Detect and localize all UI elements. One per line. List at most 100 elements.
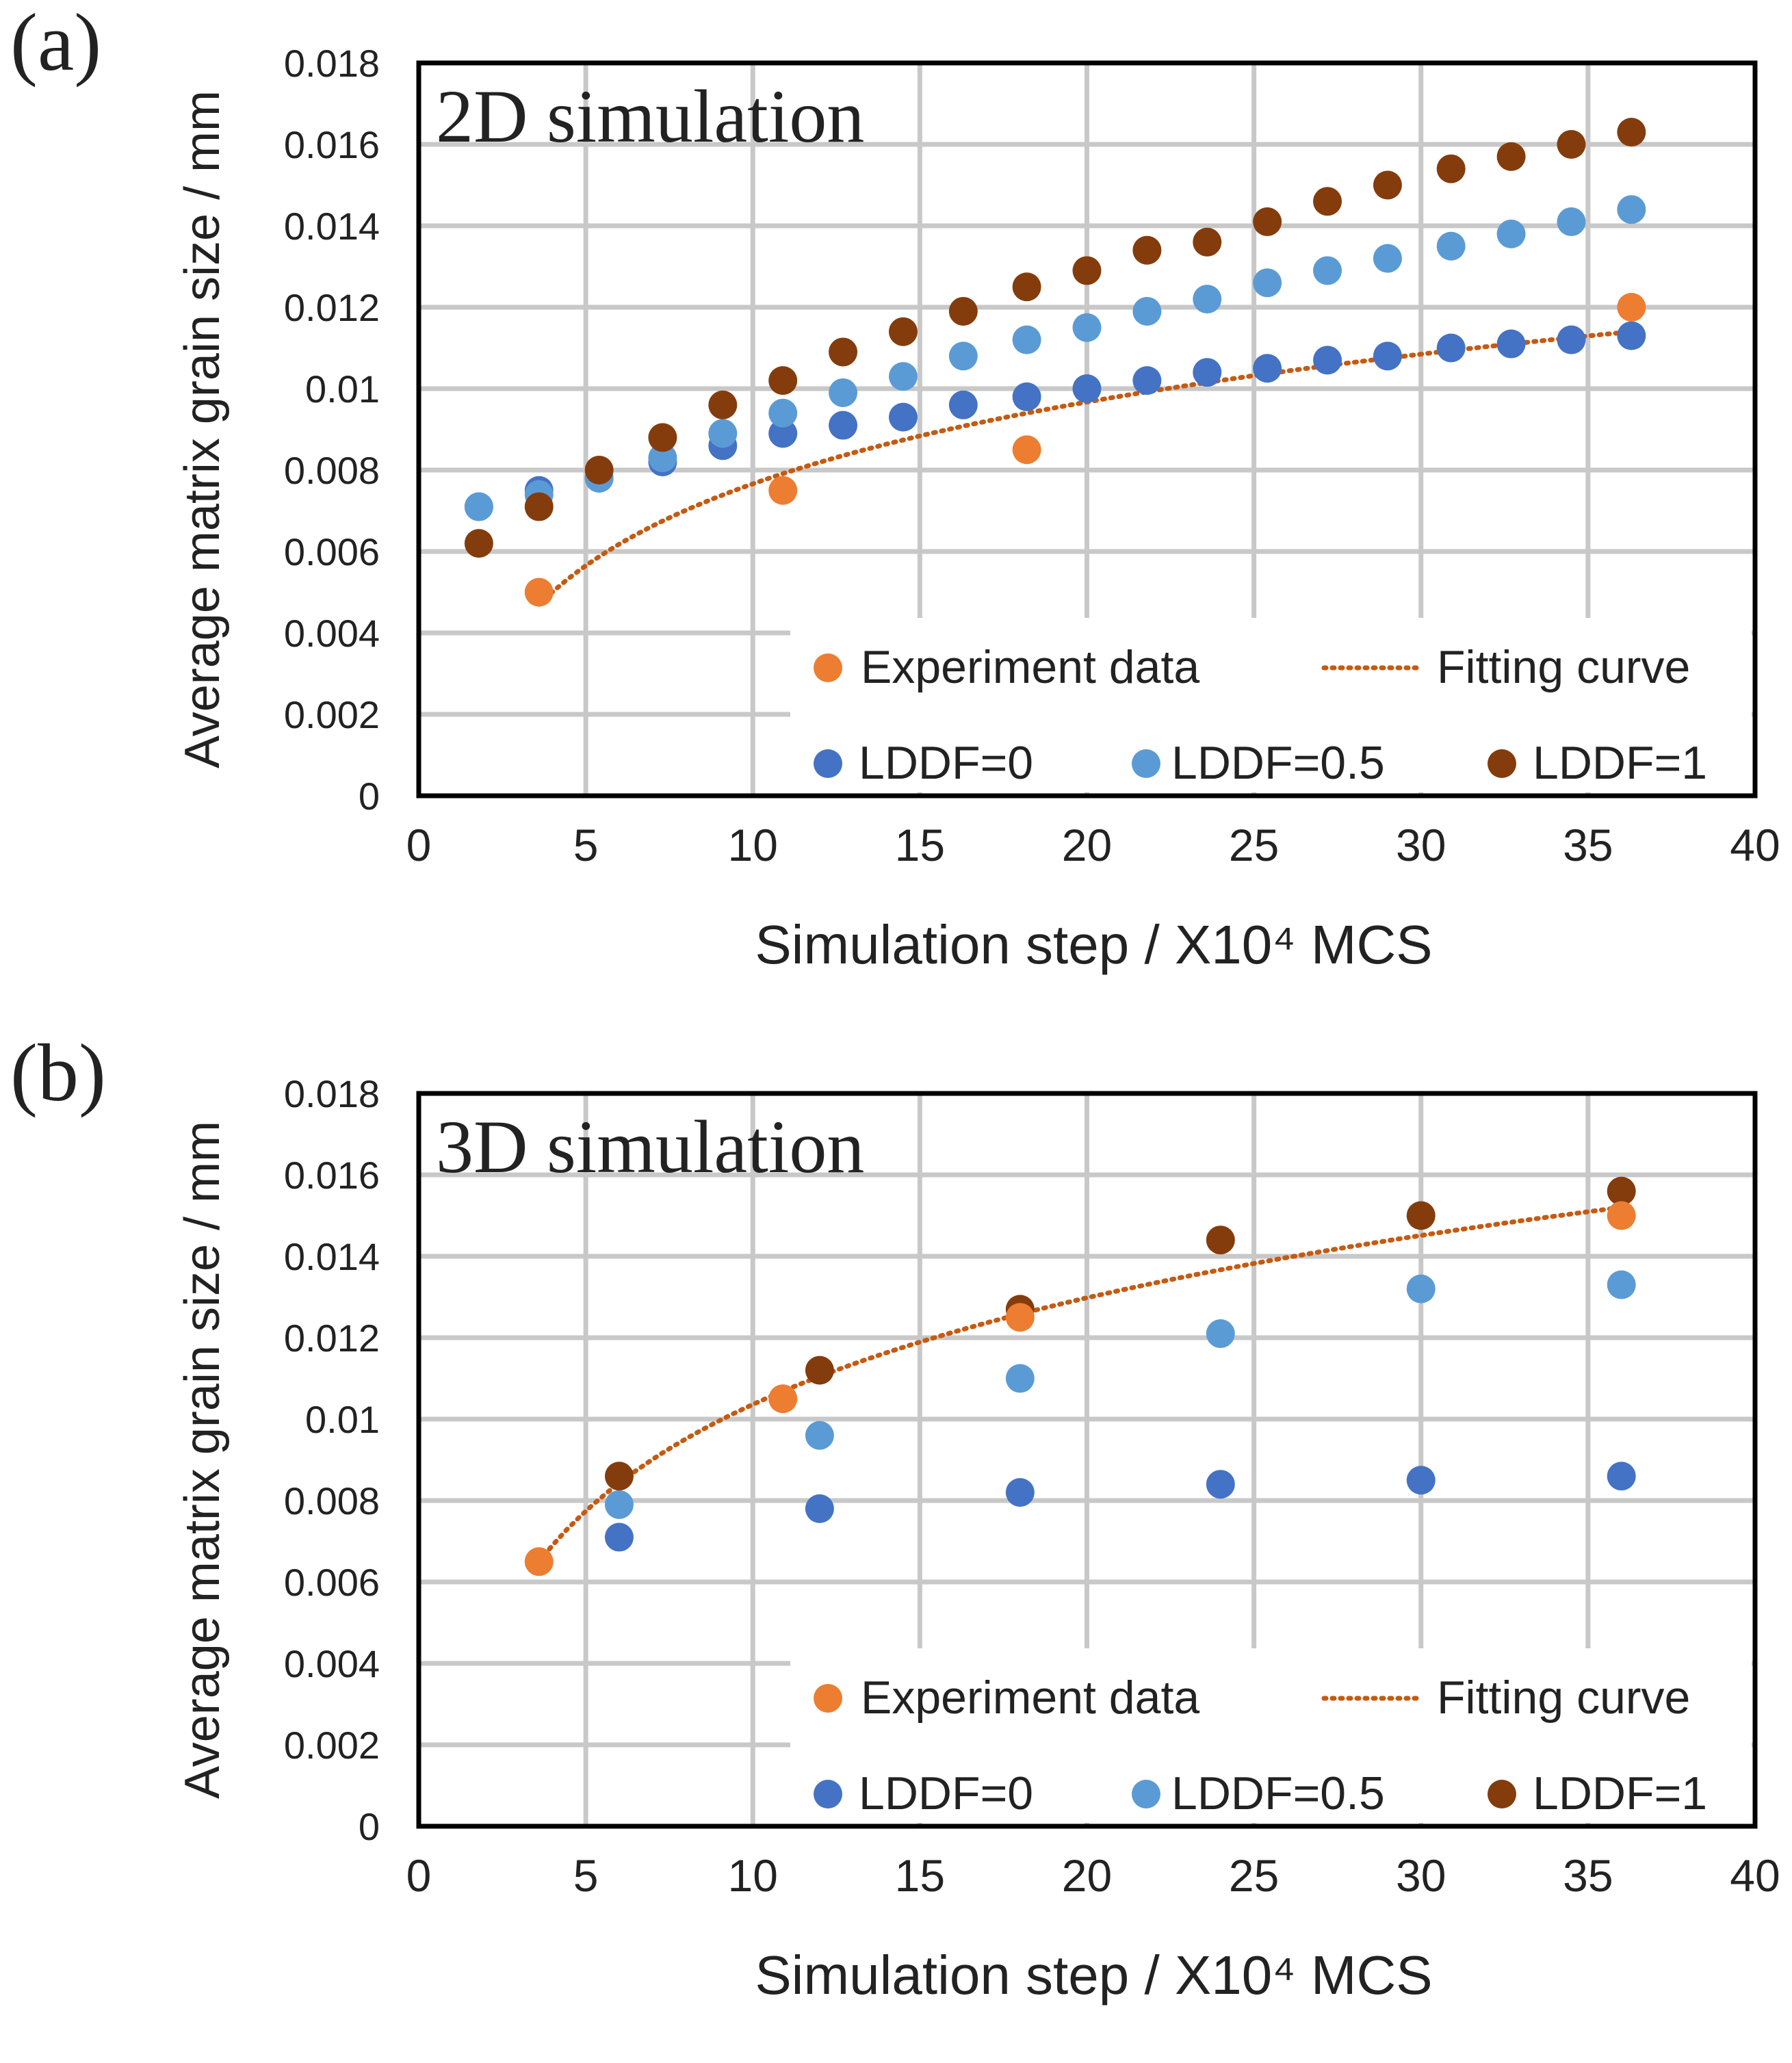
x-tick-label: 35	[1563, 1850, 1613, 1901]
legend-label-fit: Fitting curve	[1437, 641, 1690, 693]
legend-marker-experiment	[814, 653, 842, 682]
data-point	[1436, 154, 1466, 183]
series-lddf-0-5	[604, 1270, 1636, 1519]
data-point	[1253, 354, 1282, 383]
data-point	[708, 390, 738, 419]
data-point	[1072, 374, 1102, 403]
data-point	[1193, 358, 1222, 387]
data-point	[948, 296, 978, 326]
data-point	[829, 378, 858, 407]
y-tick-label: 0.012	[284, 286, 380, 329]
series-lddf-0	[464, 321, 1646, 521]
data-point	[1406, 1201, 1436, 1230]
y-tick-label: 0.018	[284, 42, 380, 85]
legend-label-lddf1: LDDF=1	[1533, 737, 1707, 789]
y-axis-title: Average matrix grain size / mm	[175, 90, 230, 768]
legend: Experiment data Fitting curve LDDF=0 LDDF=0…	[790, 1648, 1752, 1823]
panel-b: (b) 0 5 10 15 20 25 30 35 40 0 0.002 0.004 0.006 0.008…	[10, 1027, 1780, 2006]
legend-marker-lddf1	[1488, 1780, 1516, 1808]
data-point	[1072, 256, 1102, 285]
data-point	[648, 423, 677, 452]
x-tick-label: 5	[573, 820, 599, 870]
data-point	[1406, 1274, 1436, 1303]
y-tick-label: 0.004	[284, 1642, 380, 1685]
legend: Experiment data Fitting curve LDDF=0 LDDF=0…	[790, 618, 1752, 792]
y-tick-label: 0.002	[284, 1724, 380, 1767]
data-point	[829, 337, 858, 367]
x-tick-label: 10	[728, 1850, 778, 1901]
fitting-curve	[536, 1205, 1624, 1564]
series-experiment-data	[524, 293, 1646, 607]
data-point	[1607, 1462, 1636, 1491]
data-point	[1012, 325, 1041, 354]
data-point	[1557, 325, 1586, 354]
y-tick-label: 0.012	[284, 1316, 380, 1360]
x-tick-label: 15	[895, 820, 945, 870]
data-point	[1617, 118, 1646, 147]
data-point	[1193, 227, 1222, 257]
data-point	[888, 317, 918, 346]
y-tick-label: 0.01	[305, 1398, 380, 1441]
chart-title: 2D simulation	[436, 75, 864, 158]
x-tick-label: 15	[895, 1850, 945, 1901]
data-point	[604, 1462, 634, 1491]
data-point	[1617, 293, 1646, 322]
legend-marker-lddf0	[814, 749, 842, 778]
data-point	[1206, 1470, 1235, 1499]
legend-label-lddf1: LDDF=1	[1533, 1767, 1707, 1819]
data-point	[1012, 382, 1041, 411]
legend-box	[790, 618, 1752, 792]
data-point	[768, 476, 798, 505]
x-tick-label: 30	[1396, 820, 1446, 870]
data-point	[805, 1494, 834, 1523]
data-point	[1617, 195, 1646, 224]
legend-marker-lddf05	[1132, 1780, 1160, 1808]
y-tick-label: 0.01	[305, 367, 380, 411]
data-point	[805, 1355, 834, 1385]
panel-label: (a)	[10, 0, 101, 88]
legend-label-experiment: Experiment data	[861, 641, 1199, 693]
y-tick-label: 0	[359, 775, 380, 818]
y-tick-label: 0.006	[284, 530, 380, 573]
data-point	[948, 390, 978, 419]
data-point	[768, 419, 798, 448]
series-lddf-0	[604, 1462, 1636, 1552]
y-tick-label: 0.014	[284, 1235, 380, 1278]
data-point	[1496, 142, 1526, 171]
data-point	[1607, 1201, 1636, 1230]
data-point	[1557, 130, 1586, 159]
data-point	[1132, 366, 1162, 395]
data-point	[1132, 235, 1162, 265]
data-point	[1496, 329, 1526, 359]
legend-label-fit: Fitting curve	[1437, 1672, 1690, 1724]
data-point	[1313, 346, 1342, 375]
data-point	[1373, 341, 1402, 371]
y-axis-title: Average matrix grain size / mm	[175, 1121, 230, 1799]
panel-label: (b)	[10, 1027, 106, 1118]
data-point	[1406, 1466, 1436, 1495]
panel-a: (a) 0 5 10 15 20 25 30 35 40 0 0.002 0.004 0.006 0.008…	[10, 0, 1780, 975]
data-point	[1607, 1270, 1636, 1299]
legend-marker-lddf0	[814, 1780, 842, 1808]
data-point	[888, 402, 918, 432]
x-tick-label: 25	[1229, 820, 1279, 870]
data-point	[604, 1522, 634, 1552]
data-point	[1313, 187, 1342, 216]
data-point	[1373, 244, 1402, 273]
plot-frame	[416, 1091, 1758, 1829]
legend-marker-lddf1	[1488, 749, 1516, 778]
y-tick-label: 0.006	[284, 1561, 380, 1604]
data-point	[1313, 256, 1342, 285]
x-tick-label: 40	[1730, 1850, 1780, 1901]
chart-title: 3D simulation	[436, 1105, 864, 1189]
gridlines	[419, 63, 1755, 796]
series-lddf-1	[604, 1176, 1636, 1491]
data-point	[524, 492, 554, 521]
x-tick-label: 0	[406, 820, 432, 870]
y-tick-label: 0.014	[284, 205, 380, 248]
legend-label-lddf0: LDDF=0	[859, 737, 1033, 789]
x-axis-title: Simulation step / X10⁴ MCS	[755, 914, 1432, 975]
data-point	[1206, 1319, 1235, 1349]
data-point	[1012, 435, 1041, 465]
series-experiment-data	[524, 1201, 1636, 1577]
